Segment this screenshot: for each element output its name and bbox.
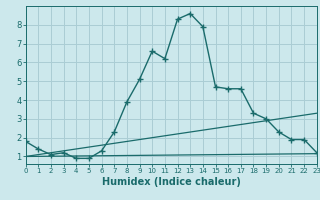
- X-axis label: Humidex (Indice chaleur): Humidex (Indice chaleur): [102, 177, 241, 187]
